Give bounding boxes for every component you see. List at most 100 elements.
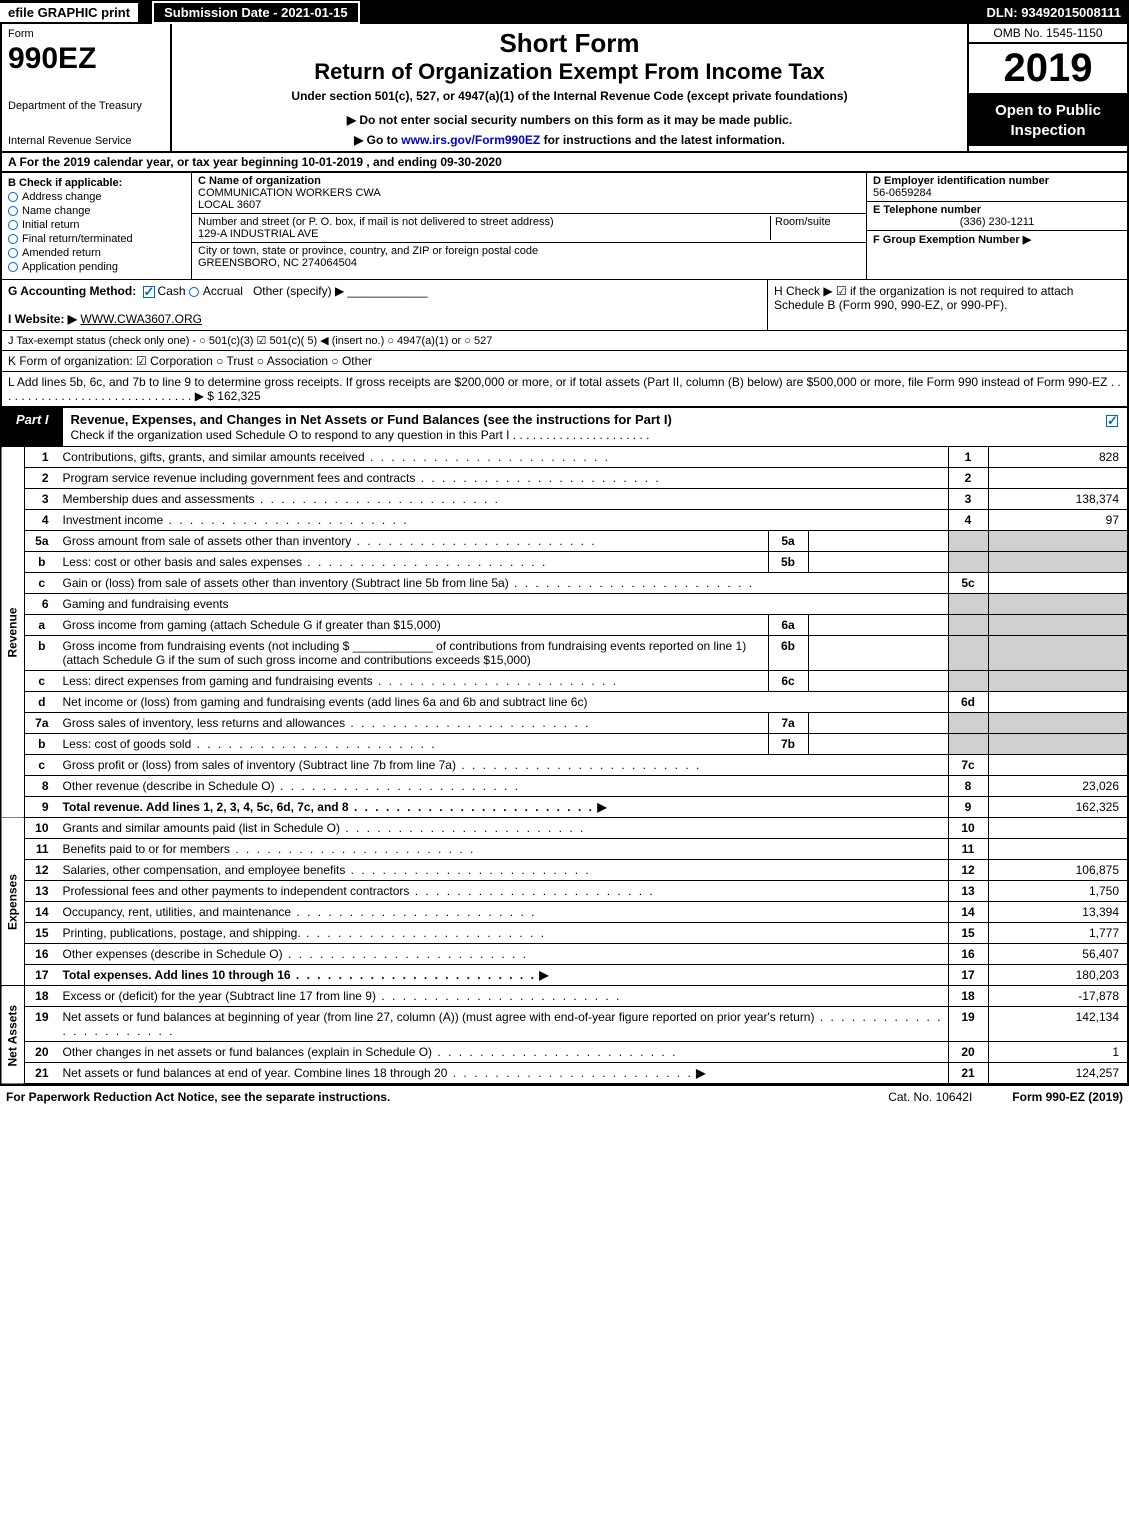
sub3-b: for instructions and the latest informat…: [540, 133, 785, 147]
box-c: C Name of organization COMMUNICATION WOR…: [192, 173, 867, 279]
row-7c: cGross profit or (loss) from sales of in…: [1, 755, 1128, 776]
chk-name[interactable]: Name change: [8, 205, 185, 217]
row-10: Expenses 10Grants and similar amounts pa…: [1, 818, 1128, 839]
row-18: Net Assets 18Excess or (deficit) for the…: [1, 986, 1128, 1007]
row-6c: cLess: direct expenses from gaming and f…: [1, 671, 1128, 692]
row-15: 15Printing, publications, postage, and s…: [1, 923, 1128, 944]
box-d: D Employer identification number 56-0659…: [867, 173, 1127, 279]
form-label: Form: [8, 28, 164, 40]
header-right: OMB No. 1545-1150 2019 Open to Public In…: [967, 24, 1127, 151]
short-form-title: Short Form: [180, 28, 959, 59]
city-row: City or town, state or province, country…: [192, 243, 866, 271]
row-2: 2Program service revenue including gover…: [1, 468, 1128, 489]
org-name-row: C Name of organization COMMUNICATION WOR…: [192, 173, 866, 214]
footer-left: For Paperwork Reduction Act Notice, see …: [6, 1090, 390, 1104]
grp-row: F Group Exemption Number ▶: [867, 231, 1127, 248]
chk-cash[interactable]: [143, 286, 155, 298]
footer: For Paperwork Reduction Act Notice, see …: [0, 1085, 1129, 1108]
efile-print-label[interactable]: efile GRAPHIC print: [0, 3, 138, 22]
tax-year: 2019: [969, 44, 1127, 95]
dln-number: DLN: 93492015008111: [987, 5, 1129, 20]
row-5a: 5aGross amount from sale of assets other…: [1, 531, 1128, 552]
row-17: 17Total expenses. Add lines 10 through 1…: [1, 965, 1128, 986]
i-lbl: I Website: ▶: [8, 312, 77, 326]
grp-lbl: F Group Exemption Number ▶: [873, 234, 1031, 246]
row-g-h: G Accounting Method: Cash Accrual Other …: [0, 280, 1129, 331]
chk-initial[interactable]: Initial return: [8, 219, 185, 231]
row-5c: cGain or (loss) from sale of assets othe…: [1, 573, 1128, 594]
sub3-a: ▶ Go to: [354, 133, 401, 147]
org-local: LOCAL 3607: [198, 199, 261, 211]
irs-link[interactable]: www.irs.gov/Form990EZ: [401, 133, 540, 147]
row-14: 14Occupancy, rent, utilities, and mainte…: [1, 902, 1128, 923]
col-g: G Accounting Method: Cash Accrual Other …: [2, 280, 767, 330]
row-7b: bLess: cost of goods sold7b: [1, 734, 1128, 755]
part-i-header: Part I Revenue, Expenses, and Changes in…: [0, 408, 1129, 447]
footer-mid: Cat. No. 10642I: [888, 1090, 972, 1104]
header-left: Form 990EZ Department of the Treasury In…: [2, 24, 172, 151]
part-i-sub: Check if the organization used Schedule …: [71, 428, 650, 442]
chk-accrual[interactable]: [189, 287, 199, 297]
header-mid: Short Form Return of Organization Exempt…: [172, 24, 967, 151]
row-6b: bGross income from fundraising events (n…: [1, 636, 1128, 671]
main-table: Revenue 1 Contributions, gifts, grants, …: [0, 447, 1129, 1085]
street-lbl: Number and street (or P. O. box, if mail…: [198, 216, 554, 228]
side-revenue: Revenue: [1, 447, 25, 818]
side-netassets: Net Assets: [1, 986, 25, 1085]
row-9: 9Total revenue. Add lines 1, 2, 3, 4, 5c…: [1, 797, 1128, 818]
form-number: 990EZ: [8, 42, 164, 76]
box-b: B Check if applicable: Address change Na…: [2, 173, 192, 279]
city-val: GREENSBORO, NC 274064504: [198, 257, 357, 269]
omb-no: OMB No. 1545-1150: [969, 24, 1127, 44]
room-lbl: Room/suite: [770, 216, 860, 240]
chk-amended[interactable]: Amended return: [8, 247, 185, 259]
row-k: K Form of organization: ☑ Corporation ○ …: [0, 351, 1129, 372]
row-1: Revenue 1 Contributions, gifts, grants, …: [1, 447, 1128, 468]
dept-treasury: Department of the Treasury: [8, 100, 164, 112]
row-20: 20Other changes in net assets or fund ba…: [1, 1042, 1128, 1063]
row-13: 13Professional fees and other payments t…: [1, 881, 1128, 902]
period-row: A For the 2019 calendar year, or tax yea…: [0, 153, 1129, 173]
box-b-title: B Check if applicable:: [8, 177, 185, 189]
c-label: C Name of organization: [198, 175, 321, 187]
ein-val: 56-0659284: [873, 187, 932, 199]
row-12: 12Salaries, other compensation, and empl…: [1, 860, 1128, 881]
top-bar: efile GRAPHIC print Submission Date - 20…: [0, 0, 1129, 24]
chk-address[interactable]: Address change: [8, 191, 185, 203]
g-lbl: G Accounting Method:: [8, 284, 136, 298]
city-lbl: City or town, state or province, country…: [198, 245, 538, 257]
part-i-check[interactable]: [1097, 408, 1127, 446]
tel-lbl: E Telephone number: [873, 204, 981, 216]
ein-lbl: D Employer identification number: [873, 175, 1049, 187]
part-i-title: Revenue, Expenses, and Changes in Net As…: [63, 408, 1097, 446]
org-name: COMMUNICATION WORKERS CWA: [198, 187, 381, 199]
part-i-tab: Part I: [2, 408, 63, 446]
irs-label: Internal Revenue Service: [8, 135, 164, 147]
row-3: 3Membership dues and assessments3138,374: [1, 489, 1128, 510]
row-l: L Add lines 5b, 6c, and 7b to line 9 to …: [0, 372, 1129, 408]
subtitle-1: Under section 501(c), 527, or 4947(a)(1)…: [180, 89, 959, 103]
row-21: 21Net assets or fund balances at end of …: [1, 1063, 1128, 1085]
row-6d: dNet income or (loss) from gaming and fu…: [1, 692, 1128, 713]
row-j: J Tax-exempt status (check only one) - ○…: [0, 331, 1129, 351]
tel-val: (336) 230-1211: [873, 216, 1121, 228]
street-val: 129-A INDUSTRIAL AVE: [198, 228, 318, 240]
footer-right: Form 990-EZ (2019): [1012, 1090, 1123, 1104]
tel-row: E Telephone number (336) 230-1211: [867, 202, 1127, 231]
row-6: 6Gaming and fundraising events: [1, 594, 1128, 615]
row-11: 11Benefits paid to or for members11: [1, 839, 1128, 860]
section-bcd: B Check if applicable: Address change Na…: [0, 173, 1129, 280]
return-title: Return of Organization Exempt From Incom…: [180, 59, 959, 85]
submission-date: Submission Date - 2021-01-15: [152, 1, 360, 24]
subtitle-3: ▶ Go to www.irs.gov/Form990EZ for instru…: [180, 133, 959, 147]
subtitle-2: ▶ Do not enter social security numbers o…: [180, 113, 959, 127]
row-7a: 7aGross sales of inventory, less returns…: [1, 713, 1128, 734]
row-8: 8Other revenue (describe in Schedule O)8…: [1, 776, 1128, 797]
row-6a: aGross income from gaming (attach Schedu…: [1, 615, 1128, 636]
row-5b: bLess: cost or other basis and sales exp…: [1, 552, 1128, 573]
chk-pending[interactable]: Application pending: [8, 261, 185, 273]
row-4: 4Investment income497: [1, 510, 1128, 531]
chk-final[interactable]: Final return/terminated: [8, 233, 185, 245]
website-val[interactable]: WWW.CWA3607.ORG: [80, 312, 202, 326]
row-19: 19Net assets or fund balances at beginni…: [1, 1007, 1128, 1042]
